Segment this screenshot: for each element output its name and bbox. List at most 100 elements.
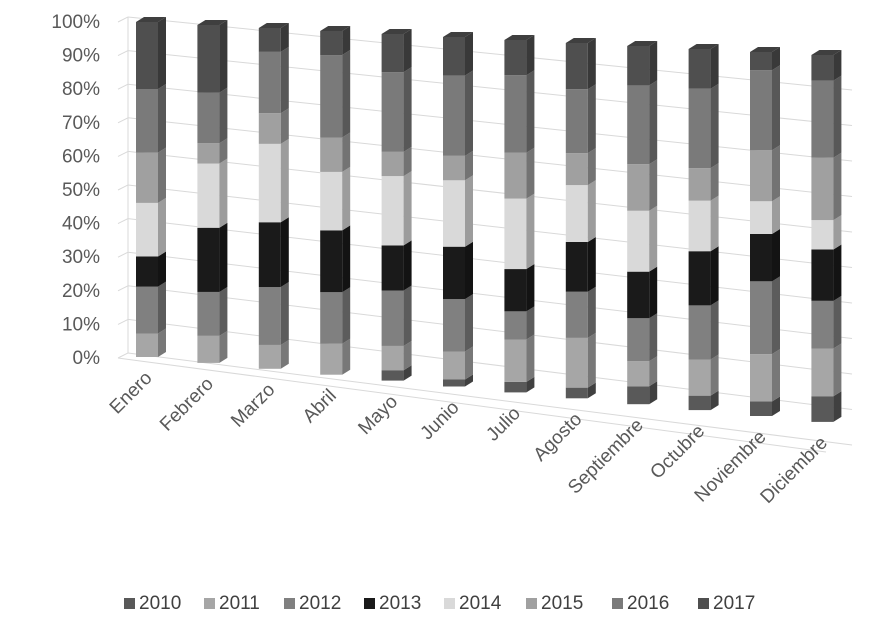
x-tick-label: Octubre — [646, 421, 709, 484]
legend-item-2010: 2010 — [124, 593, 181, 614]
x-tick-label: Abril — [299, 385, 341, 427]
x-tick-label: Marzo — [227, 379, 279, 431]
bar-segment-2015-noviembre — [750, 145, 780, 202]
bar-segment-2010-diciembre — [811, 391, 842, 422]
bar-segment-2010-mayo — [381, 365, 412, 381]
legend-item-2011: 2011 — [204, 593, 260, 614]
bar-segment-2017-agosto — [565, 38, 596, 90]
bar-segment-2012-mayo — [381, 285, 412, 346]
bar-top-cap — [381, 29, 412, 34]
bar-segment-2010-agosto — [565, 382, 596, 399]
bar-stack-mayo — [381, 29, 412, 381]
bar-segment-2014-noviembre — [750, 196, 780, 234]
legend-label: 2011 — [219, 593, 260, 614]
gridline — [117, 50, 853, 126]
bar-segment-2012-julio — [504, 306, 535, 340]
bar-segment-2010-octubre — [688, 390, 719, 411]
bar-segment-2016-julio — [504, 70, 535, 153]
bar-segment-2011-enero — [136, 328, 166, 357]
bar-segment-2015-mayo — [381, 146, 412, 177]
legend-label: 2010 — [139, 593, 181, 614]
bar-segment-2015-octubre — [688, 163, 719, 201]
bar-segment-2011-julio — [504, 334, 535, 382]
legend-swatch — [612, 598, 623, 609]
gridline — [117, 83, 853, 162]
bar-segment-2013-mayo — [381, 240, 412, 291]
bar-segment-2017-febrero — [197, 20, 228, 93]
bar-segment-2014-febrero — [197, 158, 228, 228]
legend-label: 2013 — [379, 593, 421, 614]
bar-segment-2017-julio — [504, 35, 535, 76]
bar-stack-noviembre — [750, 47, 780, 416]
legend-label: 2015 — [541, 593, 583, 614]
bar-segment-2012-febrero — [197, 286, 228, 336]
bar-top-cap — [320, 26, 351, 31]
y-tick-label: 30% — [62, 247, 100, 268]
bar-segment-2011-noviembre — [750, 349, 780, 402]
bar-segment-2011-junio — [443, 346, 473, 380]
bar-segment-2016-enero — [136, 84, 166, 153]
bar-segment-2012-junio — [443, 294, 473, 352]
y-axis-tick-labels: 0% 10% 20% 30% 40% 50% 60% 70% 80% 90% 100% — [51, 12, 100, 369]
y-tick-label: 40% — [62, 214, 100, 235]
bar-segment-2012-septiembre — [627, 313, 658, 362]
gridline — [117, 352, 853, 446]
bar-segment-2013-noviembre — [750, 229, 780, 282]
gridline — [117, 16, 853, 91]
legend-item-2015: 2015 — [526, 593, 583, 614]
bar-segment-2017-mayo — [381, 29, 412, 73]
bar-segment-2013-agosto — [565, 236, 596, 292]
gridline — [117, 218, 853, 304]
bar-segment-2015-junio — [443, 150, 473, 181]
bar-segment-2014-diciembre — [811, 215, 842, 250]
bar-segment-2014-junio — [443, 175, 473, 247]
bar-stack-julio — [504, 35, 535, 393]
bar-segment-2014-septiembre — [627, 205, 658, 272]
bar-segment-2015-julio — [504, 147, 535, 199]
x-tick-label: Julio — [482, 403, 524, 445]
legend-label: 2016 — [627, 593, 669, 614]
gridline — [117, 318, 853, 410]
bar-segment-2017-junio — [443, 32, 473, 76]
bar-segment-2013-febrero — [197, 222, 228, 292]
bar-stack-marzo — [258, 23, 289, 369]
bar-segment-2014-mayo — [381, 171, 412, 246]
bar-top-cap — [565, 38, 596, 43]
y-tick-label: 10% — [62, 314, 100, 335]
bar-segment-2012-diciembre — [811, 295, 842, 349]
bar-segment-2016-noviembre — [750, 65, 780, 151]
bar-segment-2013-octubre — [688, 246, 719, 306]
bar-segment-2013-junio — [443, 241, 473, 300]
bar-segment-2010-septiembre — [627, 381, 658, 405]
bar-segment-2017-diciembre — [811, 50, 842, 81]
bar-segment-2015-abril — [320, 132, 351, 172]
bar-segment-2016-septiembre — [627, 80, 658, 165]
bar-segment-2013-marzo — [258, 217, 289, 288]
bar-stack-enero — [136, 17, 166, 357]
y-tick-label: 20% — [62, 281, 100, 302]
bar-top-cap — [136, 17, 166, 22]
x-tick-label: Mayo — [354, 391, 402, 439]
bar-segment-2014-abril — [320, 166, 351, 231]
bar-segment-2011-marzo — [258, 339, 289, 369]
legend-item-2016: 2016 — [612, 593, 669, 614]
x-tick-label: Agosto — [530, 409, 587, 466]
bar-segment-2010-julio — [504, 376, 535, 393]
gridline — [117, 150, 853, 233]
bar-segment-2014-julio — [504, 193, 535, 270]
bar-segment-2015-enero — [136, 147, 166, 203]
legend-label: 2012 — [299, 593, 341, 614]
bar-top-cap — [811, 50, 842, 55]
x-axis-category-labels: Enero Febrero Marzo Abril Mayo Junio Julio Agos… — [106, 368, 832, 508]
bar-stack-diciembre — [811, 50, 842, 422]
bar-segment-2011-mayo — [381, 340, 412, 371]
legend-item-2014: 2014 — [444, 593, 502, 614]
bar-segment-2010-junio — [443, 374, 473, 387]
bar-top-cap — [627, 41, 658, 46]
gridline — [117, 251, 853, 339]
bar-segment-2016-junio — [443, 70, 473, 156]
bar-segment-2016-mayo — [381, 67, 412, 152]
bar-segment-2013-julio — [504, 264, 535, 312]
bars — [136, 17, 842, 422]
